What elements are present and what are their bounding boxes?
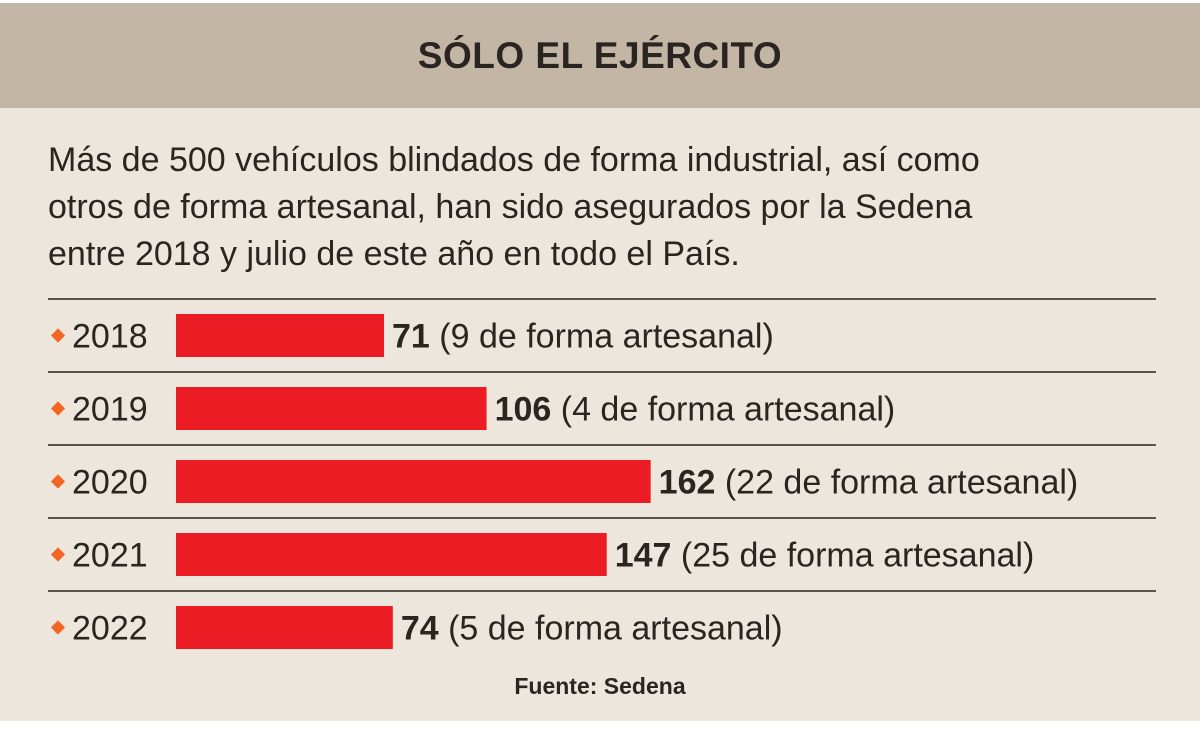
annotation-label: (4 de forma artesanal) — [551, 391, 895, 429]
source-note: Fuente: Sedena — [514, 673, 686, 699]
year-label: 2019 — [72, 391, 148, 429]
data-label: 106 (4 de forma artesanal) — [495, 391, 896, 429]
year-label: 2021 — [72, 537, 148, 575]
bullet-icon — [50, 547, 66, 562]
bar — [176, 314, 385, 357]
annotation-label: (25 de forma artesanal) — [671, 537, 1034, 575]
bar — [176, 387, 487, 430]
description-line-2: otros de forma artesanal, han sido asegu… — [48, 188, 973, 226]
description: Más de 500 vehículos blindados de forma … — [48, 137, 1168, 278]
value-label: 71 — [392, 318, 430, 356]
description-line-1: Más de 500 vehículos blindados de forma … — [48, 141, 980, 179]
bar-chart: 2018 71 (9 de forma artesanal) 2019 106 (4 … — [48, 298, 1156, 649]
bullet-icon — [50, 401, 66, 416]
bar — [176, 533, 607, 576]
annotation-label: (5 de forma artesanal) — [439, 610, 783, 648]
bullet-icon — [50, 328, 66, 343]
infographic-card: SÓLO EL EJÉRCITO Más de 500 vehículos bl… — [0, 3, 1200, 721]
data-label: 74 (5 de forma artesanal) — [401, 610, 783, 648]
value-label: 162 — [659, 464, 716, 502]
annotation-label: (22 de forma artesanal) — [715, 464, 1078, 502]
bullet-icon — [50, 620, 66, 635]
bar — [176, 606, 393, 649]
data-label: 147 (25 de forma artesanal) — [615, 537, 1035, 575]
description-line-3: entre 2018 y julio de este año en todo e… — [48, 235, 740, 273]
data-label: 162 (22 de forma artesanal) — [659, 464, 1079, 502]
year-label: 2020 — [72, 464, 148, 502]
data-label: 71 (9 de forma artesanal) — [392, 318, 774, 356]
value-label: 106 — [495, 391, 552, 429]
bar — [176, 460, 651, 503]
value-label: 147 — [615, 537, 672, 575]
chart-title: SÓLO EL EJÉRCITO — [417, 34, 783, 76]
annotation-label: (9 de forma artesanal) — [430, 318, 774, 356]
value-label: 74 — [401, 610, 439, 648]
year-label: 2022 — [72, 610, 148, 648]
bullet-icon — [50, 474, 66, 489]
header-band: SÓLO EL EJÉRCITO — [0, 3, 1200, 108]
year-label: 2018 — [72, 318, 148, 356]
